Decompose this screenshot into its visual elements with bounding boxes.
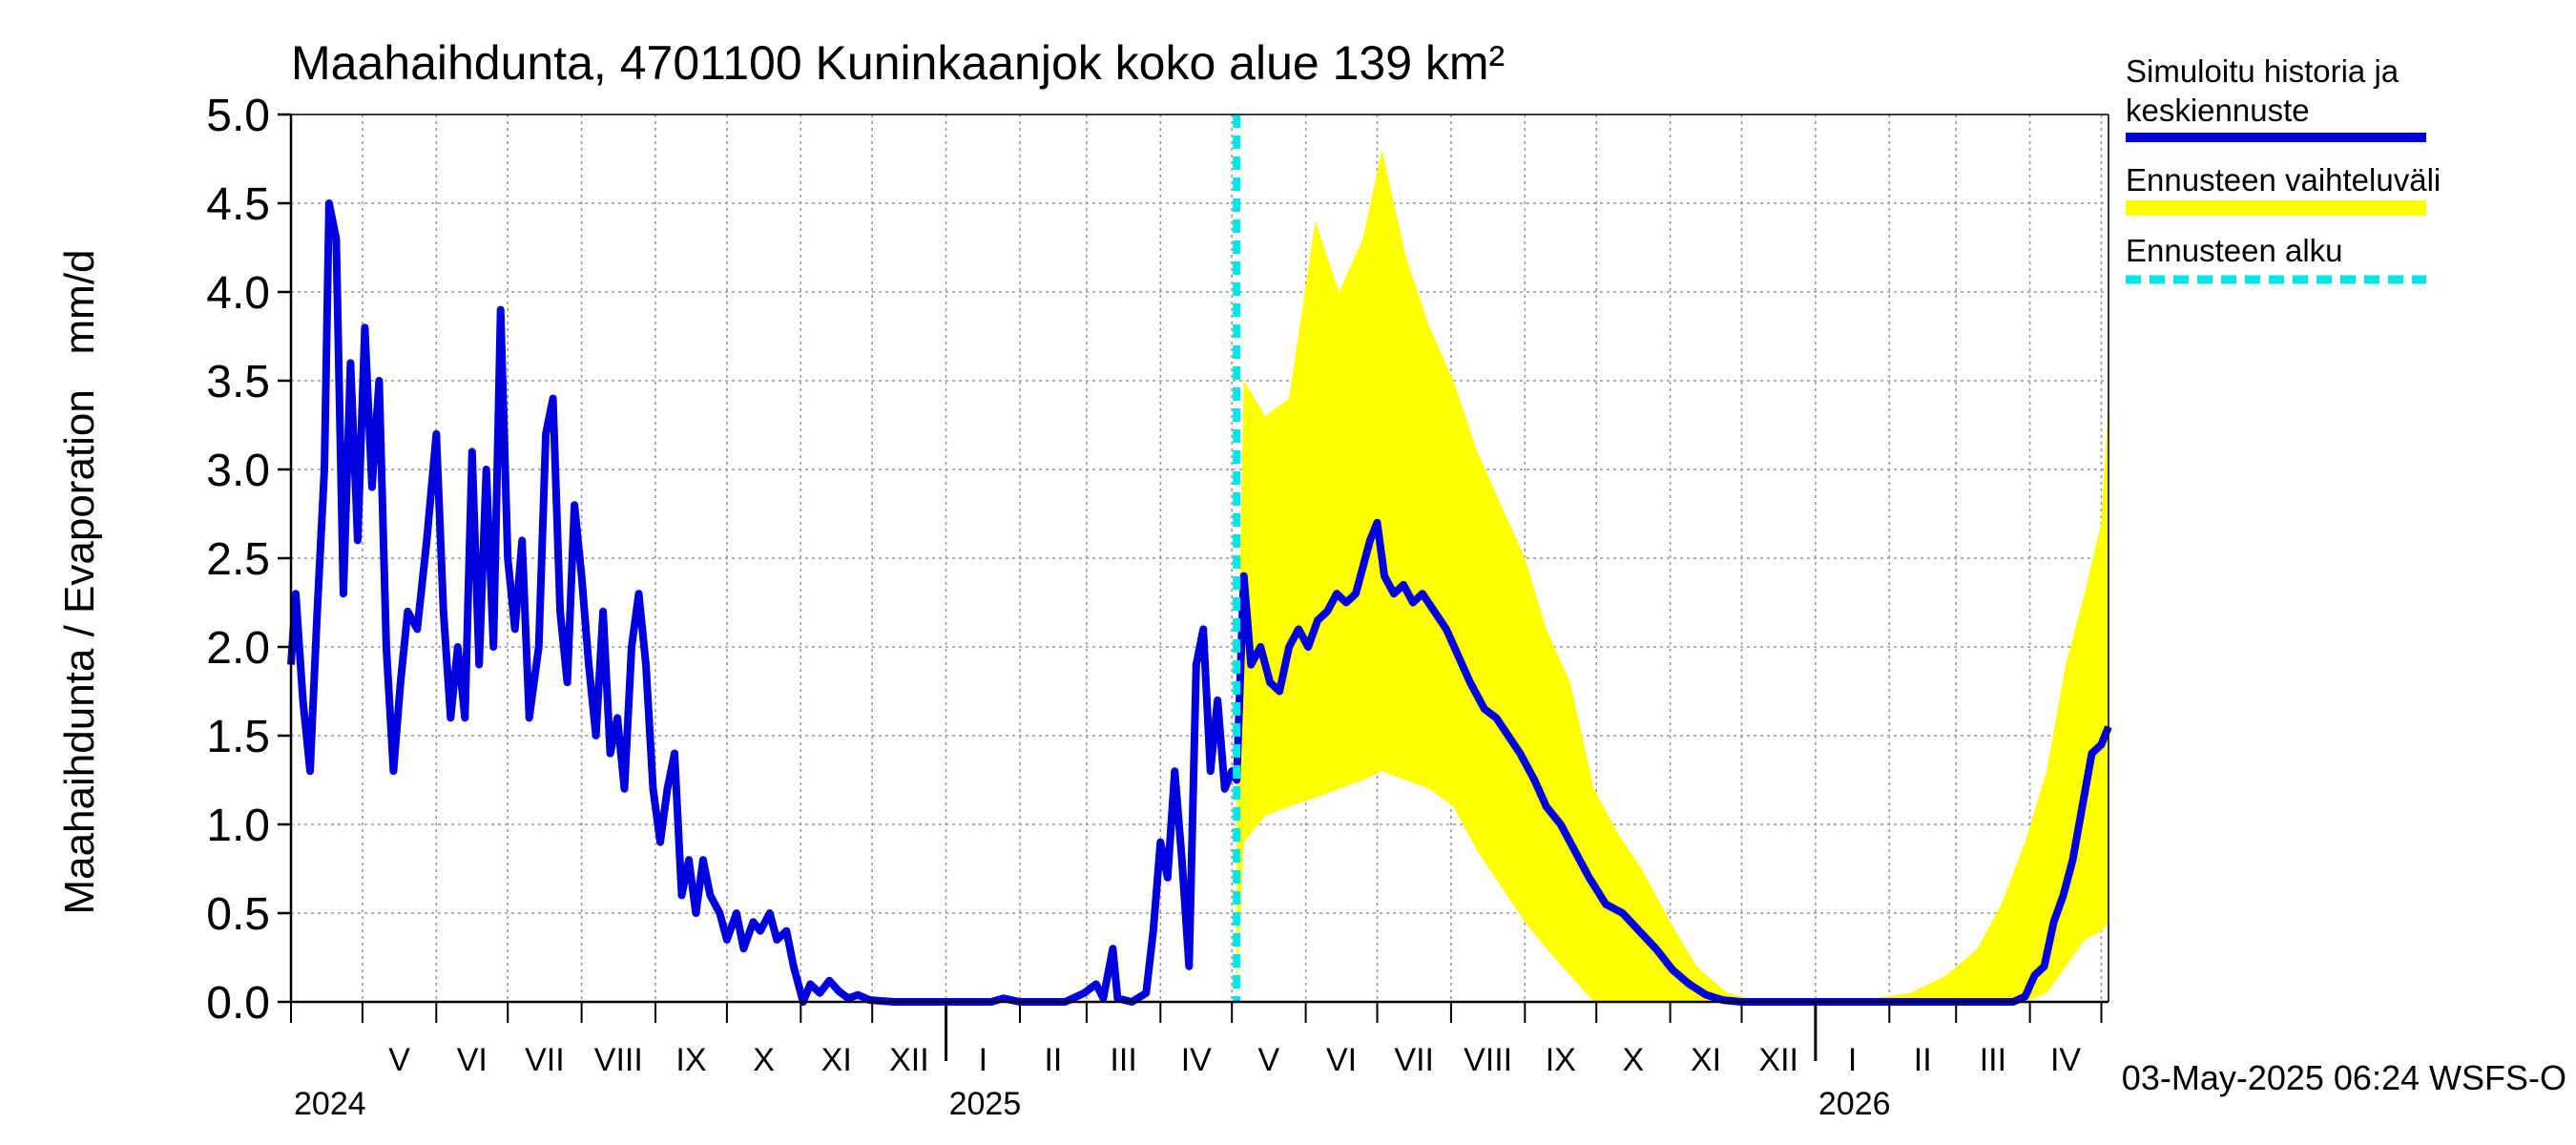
x-month-label: I (1848, 1042, 1857, 1078)
x-month-label: IV (2050, 1042, 2081, 1078)
x-month-label: X (753, 1042, 775, 1078)
x-month-label: II (1044, 1042, 1062, 1078)
y-tick-label: 4.5 (206, 179, 270, 230)
forecast-range-area (1236, 150, 2109, 1002)
x-month-label: XII (1758, 1042, 1798, 1078)
legend-history-label-line1: Simuloitu historia ja (2126, 53, 2399, 89)
legend: Simuloitu historia ja keskiennuste Ennus… (2126, 53, 2441, 284)
timestamp-footer: 03-May-2025 06:24 WSFS-O (2122, 1058, 2566, 1097)
x-year-label: 2024 (294, 1086, 366, 1122)
y-tick-labels: 0.0 0.5 1.0 1.5 2.0 2.5 3.0 3.5 4.0 4.5 5.0 (206, 91, 291, 1029)
y-tick-label: 5.0 (206, 91, 270, 141)
x-year-label: 2025 (949, 1086, 1022, 1122)
x-month-label: IV (1181, 1042, 1212, 1078)
x-month-label: III (1980, 1042, 2006, 1078)
x-month-label: VII (525, 1042, 565, 1078)
y-tick-label: 2.0 (206, 623, 270, 674)
x-month-label: VIII (1464, 1042, 1512, 1078)
y-tick-label: 0.5 (206, 889, 270, 940)
history-forecast-series-line (287, 199, 2112, 1006)
y-tick-label: 3.0 (206, 446, 270, 496)
y-tick-label: 1.0 (206, 801, 270, 851)
legend-range-label: Ennusteen vaihteluväli (2126, 162, 2441, 198)
forecast-range-band (1236, 150, 2109, 1002)
y-tick-label: 4.0 (206, 268, 270, 319)
x-month-label: VI (457, 1042, 488, 1078)
x-month-label: VII (1394, 1042, 1434, 1078)
x-month-label: V (1258, 1042, 1280, 1078)
chart-title: Maahaihdunta, 4701100 Kuninkaanjok koko … (291, 36, 1505, 90)
x-month-label: IX (1546, 1042, 1576, 1078)
x-month-label: VIII (594, 1042, 643, 1078)
x-month-label: XI (1691, 1042, 1721, 1078)
x-year-labels: 2024 2025 2026 (294, 1086, 1891, 1122)
history-and-forecast-line (287, 199, 2112, 1006)
y-axis-label: Maahaihdunta / Evaporation mm/d (56, 249, 103, 914)
x-month-label: VI (1326, 1042, 1357, 1078)
x-month-label: II (1914, 1042, 1932, 1078)
x-month-label: XI (821, 1042, 852, 1078)
y-tick-label: 1.5 (206, 712, 270, 762)
x-year-label: 2026 (1818, 1086, 1891, 1122)
x-month-label: V (388, 1042, 410, 1078)
x-month-label: I (979, 1042, 987, 1078)
legend-history-label-line2: keskiennuste (2126, 93, 2310, 128)
legend-forecast-start-label: Ennusteen alku (2126, 233, 2343, 268)
y-tick-label: 3.5 (206, 357, 270, 407)
x-month-label: XII (889, 1042, 929, 1078)
x-month-label: X (1623, 1042, 1645, 1078)
x-month-labels: V VI VII VIII IX X XI XII I II III IV V VI VII VIII IX X X… (388, 1042, 2081, 1078)
x-month-label: IX (675, 1042, 706, 1078)
x-month-label: III (1110, 1042, 1136, 1078)
y-tick-label: 0.0 (206, 978, 270, 1029)
y-tick-label: 2.5 (206, 534, 270, 585)
